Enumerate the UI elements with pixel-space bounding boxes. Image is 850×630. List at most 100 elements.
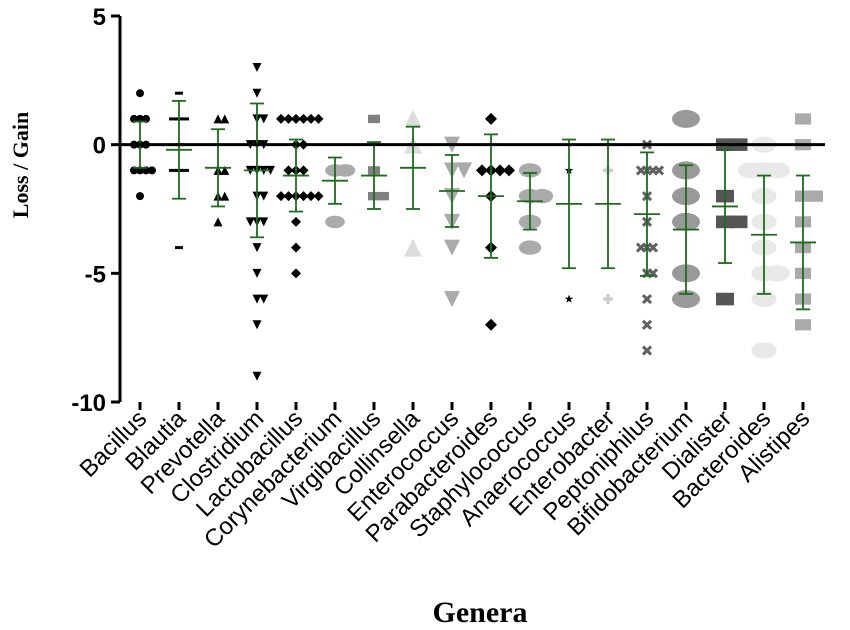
data-point <box>306 191 316 202</box>
data-point <box>716 292 734 306</box>
series-enterococcus <box>444 136 472 308</box>
data-point <box>751 290 777 308</box>
series-staphylococcus <box>518 163 554 255</box>
data-point <box>291 268 301 279</box>
data-point <box>313 113 324 124</box>
data-point <box>252 371 262 381</box>
data-point <box>220 114 230 124</box>
series-bacteroides <box>737 136 791 359</box>
y-tick-label: -10 <box>71 390 106 417</box>
data-marks <box>130 62 823 381</box>
data-point <box>220 165 230 175</box>
data-point <box>476 164 488 177</box>
data-point <box>325 215 345 229</box>
data-point <box>213 114 223 124</box>
data-point <box>368 114 380 124</box>
data-point <box>283 113 294 124</box>
series-peptoniphilus <box>635 139 665 356</box>
data-point <box>764 162 791 179</box>
data-point <box>313 191 324 202</box>
data-point <box>169 117 177 121</box>
data-point <box>518 240 542 255</box>
data-point <box>635 242 647 253</box>
data-point <box>181 168 189 172</box>
data-point <box>635 165 647 176</box>
y-ticks: 5 0 -5 -10 <box>71 4 120 417</box>
data-point <box>404 238 422 257</box>
data-point <box>291 242 301 253</box>
data-point <box>252 268 262 278</box>
series-dialister <box>716 138 748 306</box>
series-prevotella <box>213 114 230 227</box>
data-point <box>298 113 309 124</box>
data-point <box>807 190 823 202</box>
data-point <box>530 188 554 204</box>
series-parabacteroides <box>476 112 515 331</box>
data-point <box>795 113 811 125</box>
data-point <box>136 89 144 98</box>
data-point <box>175 246 183 250</box>
data-point <box>276 113 286 124</box>
data-point <box>259 217 269 227</box>
data-point <box>291 113 301 124</box>
data-point <box>283 165 294 176</box>
data-point <box>220 191 230 201</box>
data-point <box>306 113 316 124</box>
data-point <box>564 294 574 303</box>
y-tick-label: 0 <box>93 133 106 160</box>
y-tick-label: 5 <box>93 4 106 31</box>
data-point <box>335 164 356 177</box>
data-point <box>751 342 777 359</box>
data-point <box>494 164 506 177</box>
data-point <box>764 265 791 282</box>
data-point <box>276 191 286 202</box>
data-point <box>298 165 309 176</box>
data-point <box>252 62 262 72</box>
data-point <box>259 191 269 201</box>
y-tick-label: -5 <box>85 261 106 288</box>
data-point <box>503 164 515 177</box>
data-point <box>252 88 262 98</box>
data-point <box>641 294 653 305</box>
data-point <box>298 191 309 202</box>
data-point <box>641 345 653 356</box>
data-point <box>169 168 177 172</box>
data-point <box>175 91 183 95</box>
data-point <box>485 112 497 125</box>
series-lactobacillus <box>276 113 324 279</box>
series-clostridium <box>245 62 275 381</box>
series-corynebacterium <box>325 164 356 229</box>
y-axis-title: Loss / Gain <box>8 112 33 218</box>
data-point <box>606 294 610 305</box>
data-point <box>245 217 255 227</box>
data-point <box>456 162 472 179</box>
data-point <box>266 165 275 175</box>
data-point <box>653 165 665 176</box>
data-point <box>485 318 497 331</box>
data-point <box>259 294 269 304</box>
data-point <box>672 109 700 128</box>
data-point <box>647 242 659 253</box>
data-point <box>795 319 811 331</box>
data-point <box>729 215 748 229</box>
x-ticks: BacillusBlautiaPrevotellaClostridiumLact… <box>75 402 815 553</box>
series-virgibacillus <box>368 114 389 201</box>
error-bars <box>127 100 816 311</box>
data-point <box>404 109 422 128</box>
x-axis-title: Genera <box>433 596 528 629</box>
data-point <box>641 319 653 330</box>
data-point <box>252 320 262 330</box>
data-point <box>737 162 764 179</box>
data-point <box>213 217 223 227</box>
data-point <box>518 163 542 178</box>
data-point <box>444 291 460 308</box>
data-point <box>377 191 389 201</box>
data-point <box>252 243 262 253</box>
data-point <box>148 166 156 175</box>
data-point <box>259 114 269 124</box>
data-point <box>181 117 189 121</box>
data-point <box>136 192 144 201</box>
data-point <box>444 239 460 256</box>
data-point <box>252 294 262 304</box>
